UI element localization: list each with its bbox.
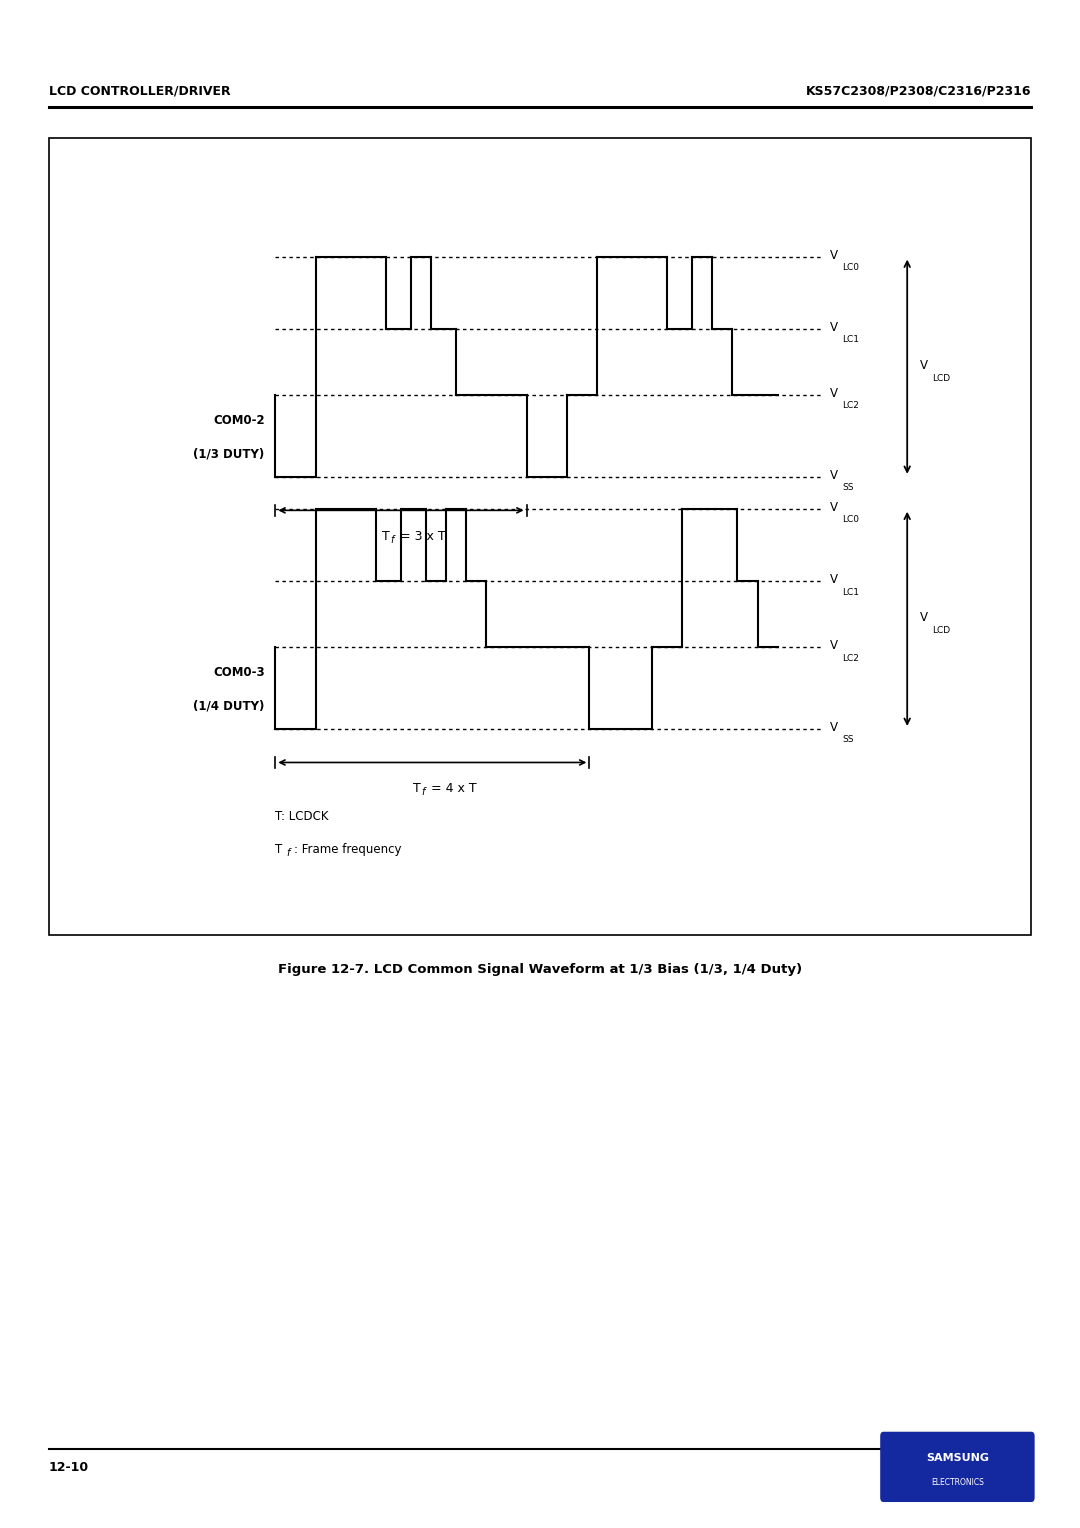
Text: COM0-3: COM0-3 (213, 666, 265, 680)
Text: T: T (275, 843, 283, 857)
Text: SS: SS (842, 483, 854, 492)
Text: LC2: LC2 (842, 402, 860, 411)
Text: V: V (920, 611, 928, 623)
Text: COM0-2: COM0-2 (213, 414, 265, 428)
Text: (1/4 DUTY): (1/4 DUTY) (193, 700, 265, 714)
Text: Figure 12-7. LCD Common Signal Waveform at 1/3 Bias (1/3, 1/4 Duty): Figure 12-7. LCD Common Signal Waveform … (278, 963, 802, 976)
Text: LC0: LC0 (842, 515, 860, 524)
Text: V: V (829, 469, 837, 481)
Text: (1/3 DUTY): (1/3 DUTY) (193, 448, 265, 461)
Text: : Frame frequency: : Frame frequency (294, 843, 402, 857)
Text: T: T (413, 782, 420, 796)
Text: V: V (829, 501, 837, 513)
Text: V: V (829, 721, 837, 733)
Bar (49, 138, 1031, 935)
Text: LCD: LCD (932, 374, 950, 384)
Text: LCD CONTROLLER/DRIVER: LCD CONTROLLER/DRIVER (49, 84, 230, 98)
Text: LC0: LC0 (842, 263, 860, 272)
Text: f: f (390, 535, 393, 545)
Text: SAMSUNG: SAMSUNG (926, 1453, 989, 1462)
Text: SS: SS (842, 735, 854, 744)
Text: V: V (829, 639, 837, 652)
FancyBboxPatch shape (880, 1432, 1035, 1502)
Text: = 4 x T: = 4 x T (431, 782, 477, 796)
Text: V: V (829, 573, 837, 587)
Text: V: V (829, 321, 837, 335)
Text: T: T (381, 530, 389, 544)
Text: V: V (829, 249, 837, 261)
Text: 12-10: 12-10 (49, 1461, 89, 1475)
Text: KS57C2308/P2308/C2316/P2316: KS57C2308/P2308/C2316/P2316 (806, 84, 1031, 98)
Text: V: V (829, 387, 837, 400)
Text: V: V (920, 359, 928, 371)
Text: T: LCDCK: T: LCDCK (275, 810, 329, 824)
Text: = 3 x T: = 3 x T (400, 530, 445, 544)
Text: LC1: LC1 (842, 588, 860, 596)
Text: LC2: LC2 (842, 654, 860, 663)
Text: LCD: LCD (932, 626, 950, 636)
Text: f: f (286, 848, 289, 859)
Text: LC1: LC1 (842, 336, 860, 344)
Text: f: f (421, 787, 424, 798)
Text: ELECTRONICS: ELECTRONICS (931, 1478, 984, 1487)
